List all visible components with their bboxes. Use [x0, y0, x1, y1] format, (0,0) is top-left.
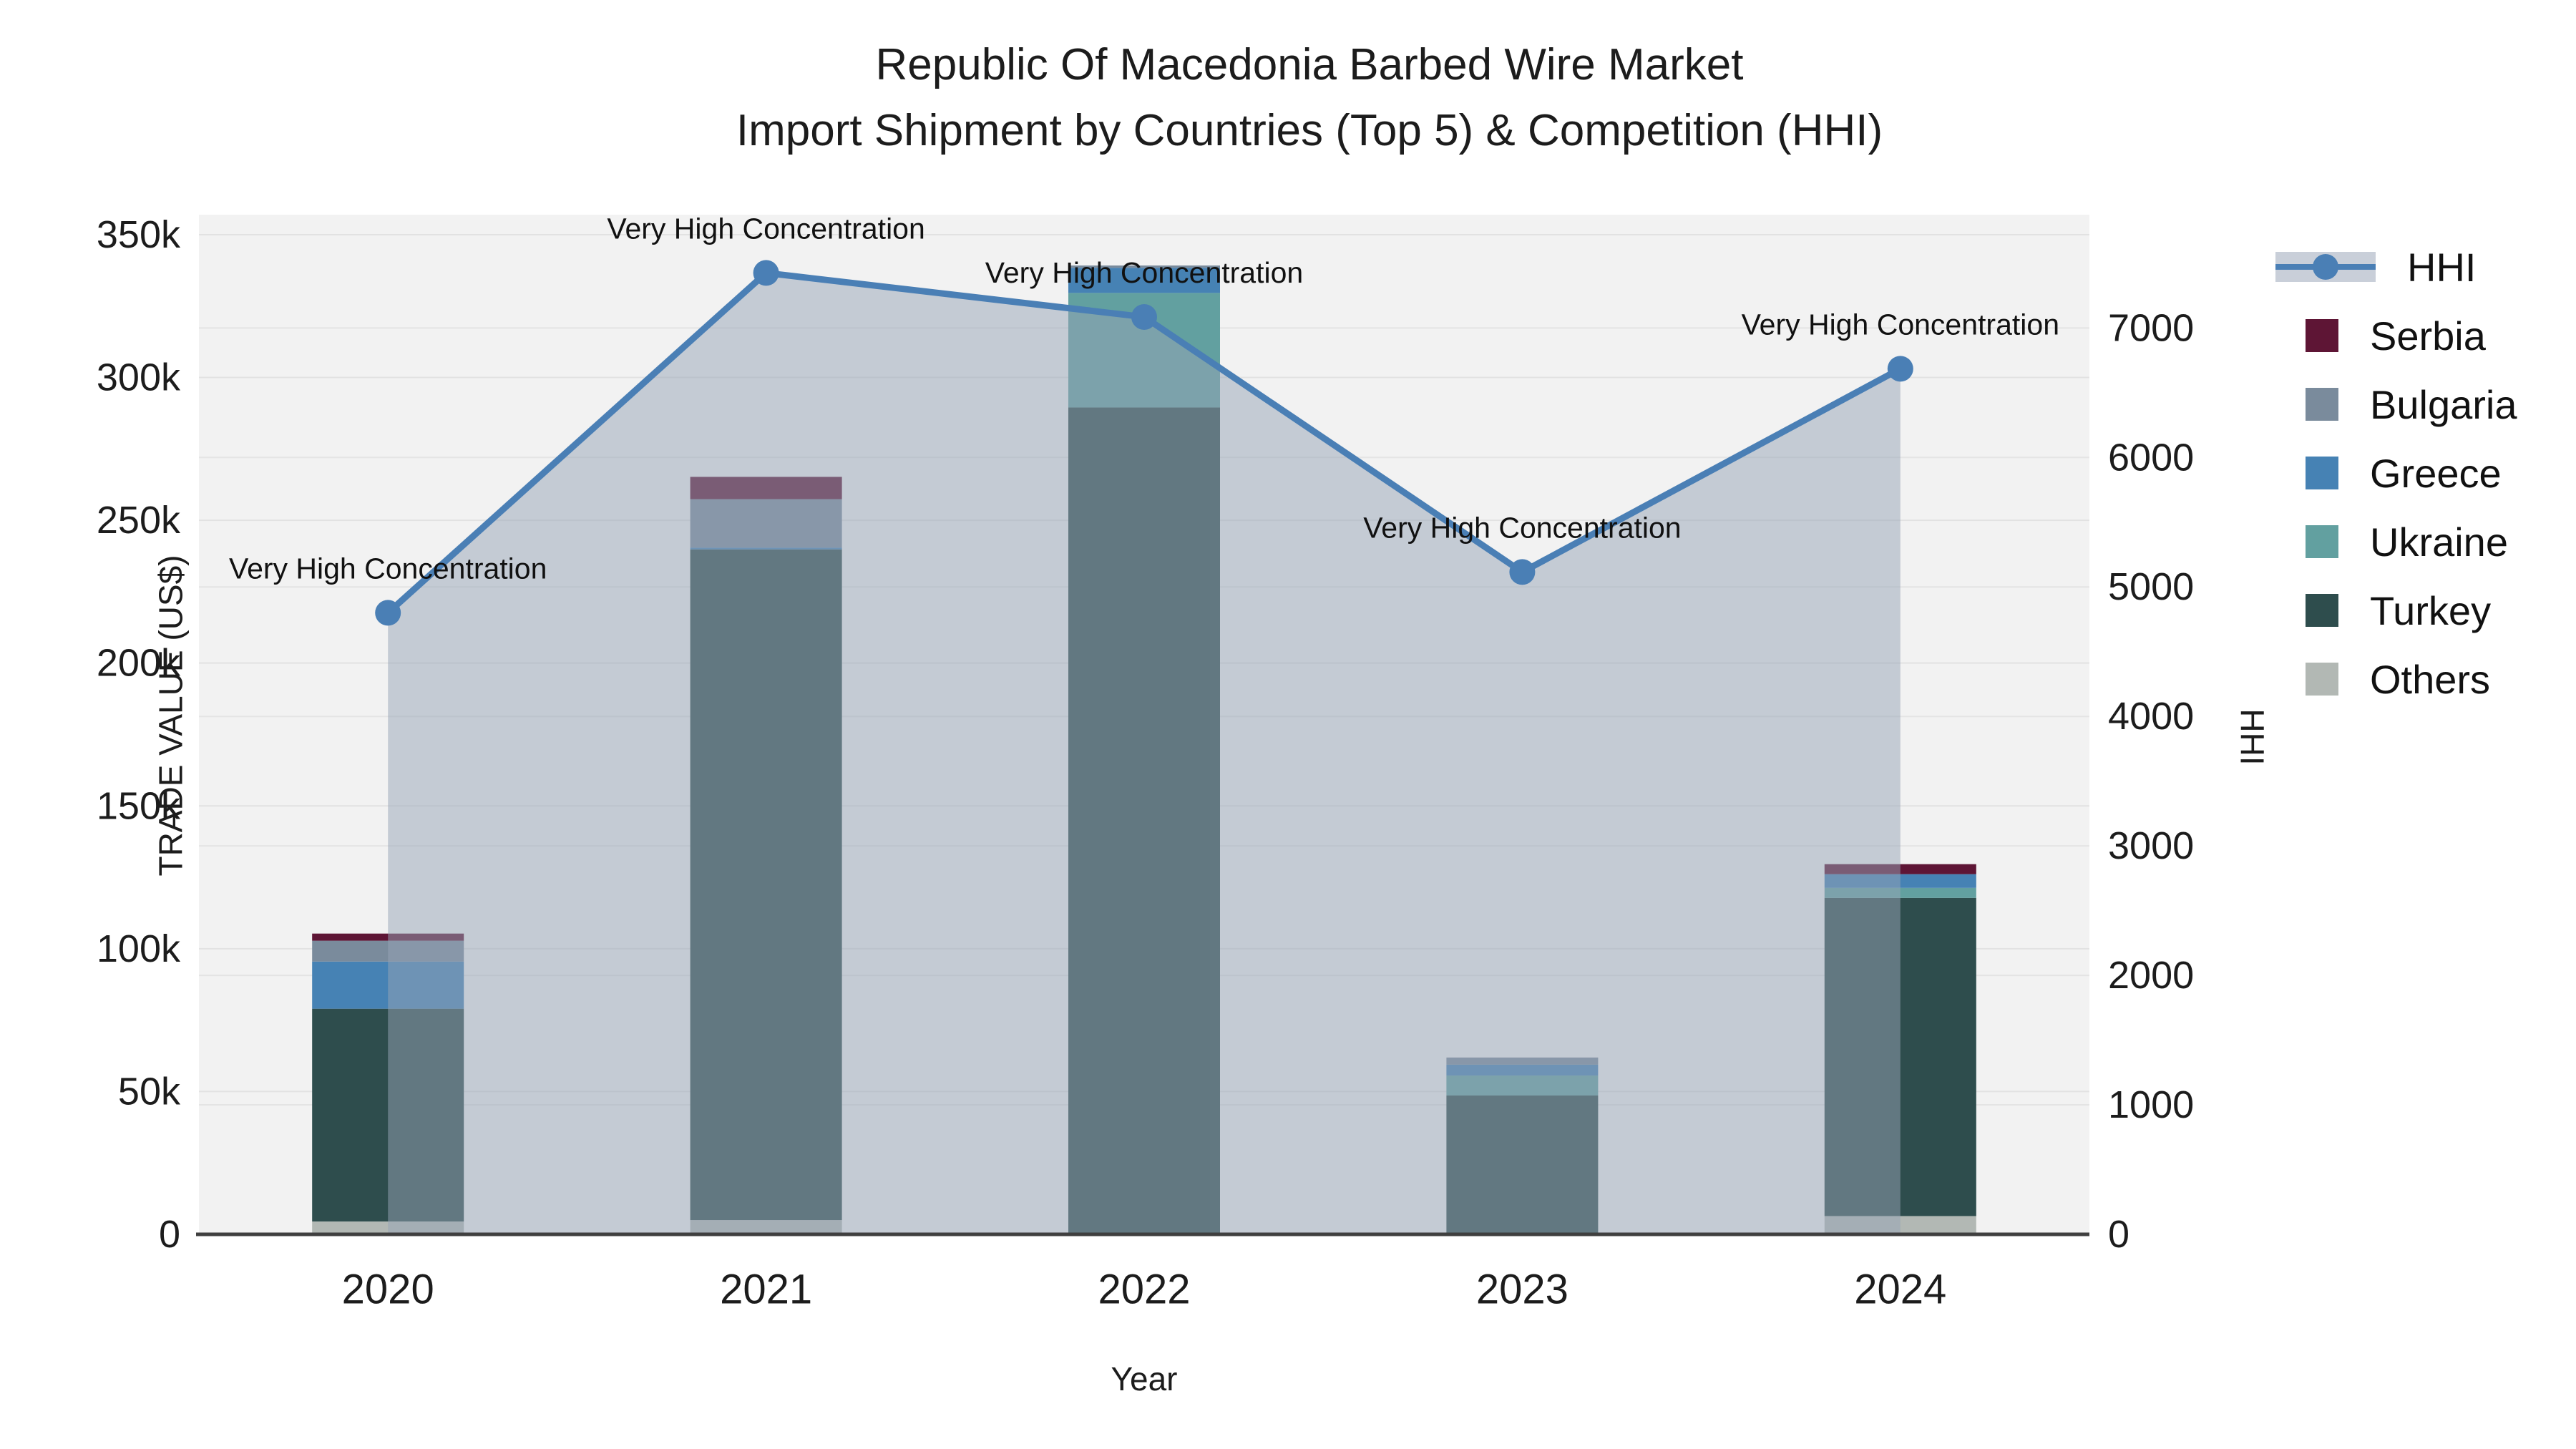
legend-label: Greece — [2370, 450, 2502, 496]
y-axis-right-title: HHI — [2233, 708, 2271, 766]
hhi-marker-2023[interactable] — [1509, 559, 1536, 585]
legend-swatch-icon — [2306, 319, 2338, 352]
legend-label: Bulgaria — [2370, 381, 2517, 427]
legend-label: Others — [2370, 656, 2491, 702]
annotation-2021: Very High Concentration — [607, 212, 924, 245]
legend-swatch-icon — [2306, 457, 2338, 489]
y-left-tick-label: 100k — [97, 927, 181, 970]
legend-swatch-icon — [2306, 594, 2338, 627]
legend-swatch-icon — [2306, 388, 2338, 421]
legend-label: HHI — [2407, 244, 2477, 290]
legend-swatch-icon — [2306, 525, 2338, 558]
legend-item-greece[interactable]: Greece — [2275, 439, 2517, 507]
annotation-2023: Very High Concentration — [1363, 511, 1681, 544]
legend-item-ukraine[interactable]: Ukraine — [2275, 507, 2517, 576]
legend-item-bulgaria[interactable]: Bulgaria — [2275, 370, 2517, 439]
y-left-tick-label: 150k — [97, 784, 181, 827]
y-left-tick-label: 300k — [97, 356, 181, 399]
legend-item-turkey[interactable]: Turkey — [2275, 576, 2517, 645]
legend-item-hhi[interactable]: HHI — [2275, 233, 2517, 301]
legend: HHI Serbia Bulgaria Greece Ukraine Turkey Othe… — [2275, 233, 2517, 713]
y-right-tick-label: 2000 — [2108, 954, 2194, 997]
y-left-tick-label: 50k — [118, 1070, 181, 1113]
chart-title-line1: Republic Of Macedonia Barbed Wire Market — [875, 40, 1744, 89]
legend-item-others[interactable]: Others — [2275, 645, 2517, 713]
y-right-tick-label: 4000 — [2108, 695, 2194, 738]
annotation-2024: Very High Concentration — [1742, 308, 2059, 341]
x-tick-label-2020: 2020 — [342, 1267, 434, 1313]
y-right-tick-label: 5000 — [2108, 565, 2194, 608]
hhi-marker-2024[interactable] — [1887, 356, 1913, 382]
legend-label: Turkey — [2370, 587, 2492, 633]
x-tick-label-2021: 2021 — [720, 1267, 812, 1313]
chart-title: Republic Of Macedonia Barbed Wire Market… — [736, 43, 1883, 153]
hhi-marker-2020[interactable] — [375, 600, 401, 626]
bar-segment-greece-2022[interactable] — [1068, 268, 1220, 293]
y-left-tick-label: 200k — [97, 642, 181, 685]
y-right-tick-label: 1000 — [2108, 1083, 2194, 1126]
x-axis-title: Year — [1111, 1360, 1178, 1397]
legend-line-marker-icon — [2275, 252, 2376, 282]
y-left-tick-label: 250k — [97, 499, 181, 542]
y-left-tick-label: 350k — [97, 213, 181, 256]
legend-label: Serbia — [2370, 313, 2486, 358]
y-right-tick-label: 6000 — [2108, 436, 2194, 479]
annotation-2022: Very High Concentration — [985, 256, 1303, 289]
annotation-2020: Very High Concentration — [229, 552, 547, 585]
hhi-marker-2021[interactable] — [753, 260, 779, 286]
x-tick-label-2023: 2023 — [1476, 1267, 1568, 1313]
legend-label: Ukraine — [2370, 519, 2508, 565]
y-axis-left-title: TRADE VALUE (US$) — [152, 555, 190, 877]
chart-title-line2: Import Shipment by Countries (Top 5) & C… — [736, 106, 1883, 155]
y-right-tick-label: 3000 — [2108, 824, 2194, 867]
legend-swatch-icon — [2306, 663, 2338, 696]
bar-segment-bulgaria-2022[interactable] — [1068, 265, 1220, 268]
hhi-area-fill — [388, 273, 1901, 1234]
y-right-tick-label: 0 — [2108, 1213, 2129, 1256]
y-right-tick-label: 7000 — [2108, 306, 2194, 349]
x-tick-label-2024: 2024 — [1854, 1267, 1946, 1313]
hhi-marker-2022[interactable] — [1131, 303, 1157, 330]
y-left-tick-label: 0 — [159, 1213, 180, 1256]
legend-item-serbia[interactable]: Serbia — [2275, 301, 2517, 370]
x-tick-label-2022: 2022 — [1098, 1267, 1190, 1313]
